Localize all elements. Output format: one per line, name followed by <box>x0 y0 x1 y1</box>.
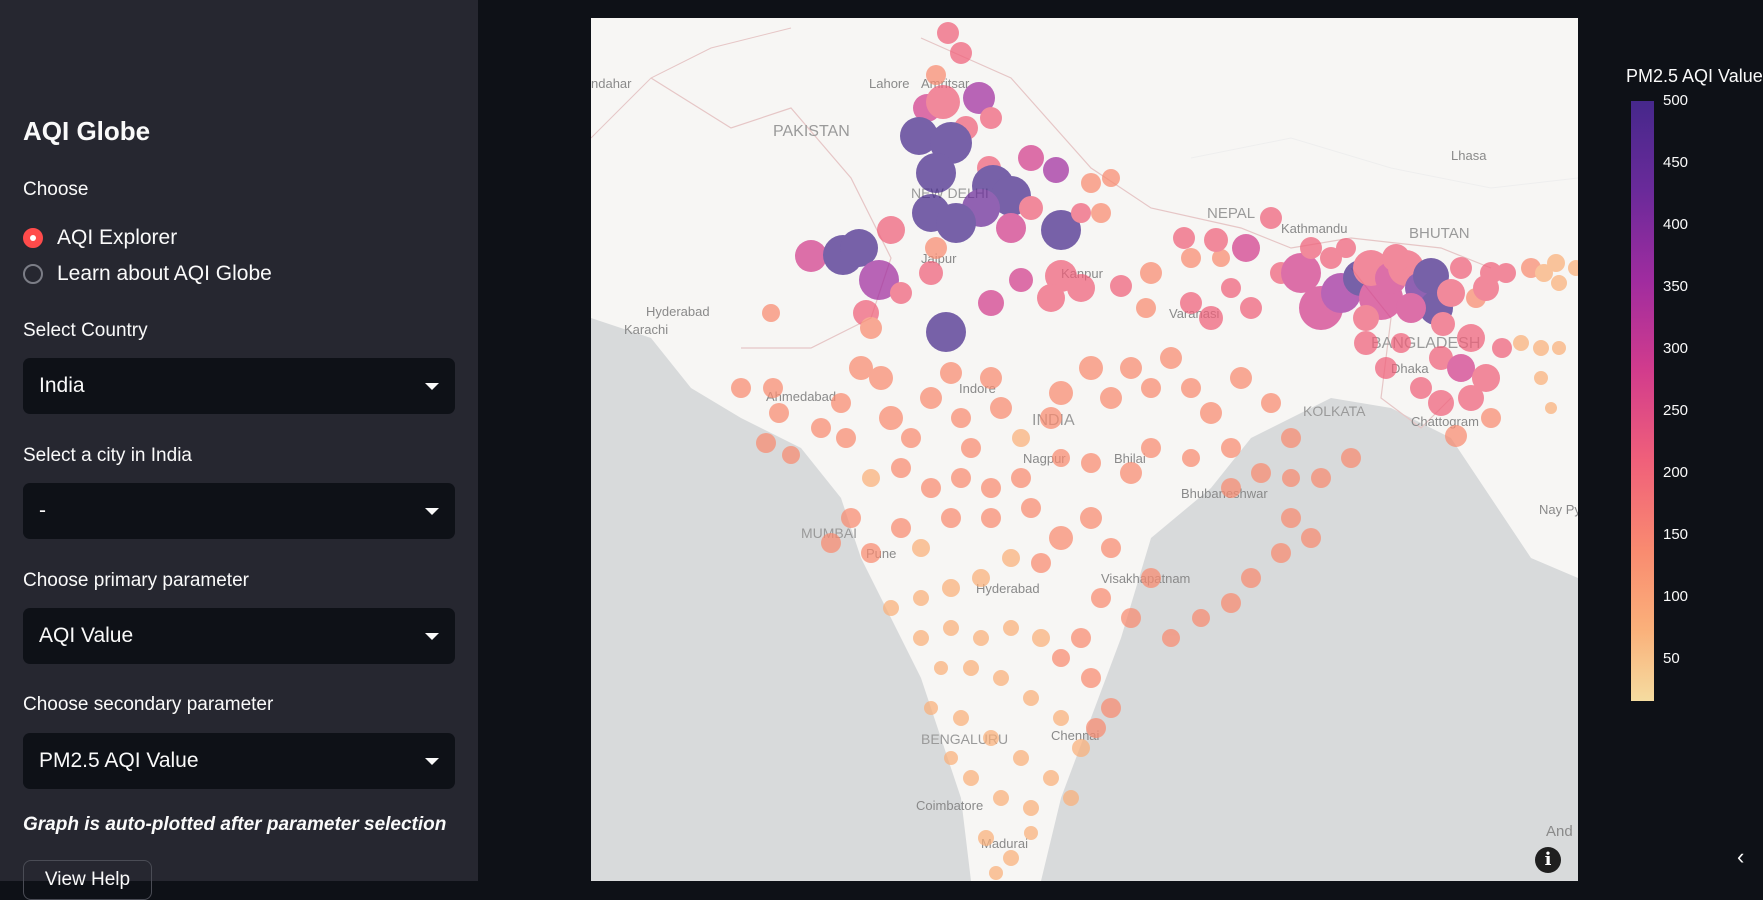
colorbar-tick: 450 <box>1663 154 1689 171</box>
info-icon[interactable]: i <box>1535 847 1561 873</box>
radio-learn-about[interactable]: Learn about AQI Globe <box>23 262 272 286</box>
country-select-value: India <box>39 374 85 397</box>
chevron-down-icon <box>425 632 439 640</box>
radio-checked-icon <box>23 228 43 248</box>
map-label: Nay Pyi <box>1539 502 1578 517</box>
map-label: Ahmedabad <box>766 389 836 404</box>
auto-plot-note: Graph is auto-plotted after parameter se… <box>23 814 447 835</box>
colorbar-tick: 150 <box>1663 526 1689 543</box>
sidebar: AQI Globe Choose AQI Explorer Learn abou… <box>0 0 478 900</box>
map-label: MUMBAI <box>801 525 857 541</box>
map-label: Karachi <box>624 322 668 337</box>
city-select-value: - <box>39 499 46 522</box>
colorbar-title: PM2.5 AQI Value <box>1626 66 1763 86</box>
chevron-down-icon <box>425 382 439 390</box>
colorbar-tick: 50 <box>1663 650 1680 667</box>
map-label: Hyderabad <box>646 304 710 319</box>
country-label: Select Country <box>23 320 148 341</box>
map-label: NEPAL <box>1207 205 1255 222</box>
country-select[interactable]: India <box>23 358 455 414</box>
radio-label: Learn about AQI Globe <box>57 262 272 285</box>
radio-label: AQI Explorer <box>57 226 178 249</box>
map-label: And <box>1546 823 1573 840</box>
colorbar-tick: 300 <box>1663 340 1689 357</box>
map-label: BHUTAN <box>1409 225 1470 242</box>
map-plot[interactable]: ndahar Lahore Amritsar PAKISTAN NEW DELH… <box>591 18 1578 881</box>
primary-parameter-label: Choose primary parameter <box>23 570 249 591</box>
city-label: Select a city in India <box>23 445 192 466</box>
colorbar-tick: 200 <box>1663 464 1689 481</box>
map-label: Lahore <box>869 76 909 91</box>
map-label: Bhilai <box>1114 451 1146 466</box>
primary-parameter-select[interactable]: AQI Value <box>23 608 455 664</box>
colorbar-tick: 500 <box>1663 92 1689 109</box>
colorbar-tick: 350 <box>1663 278 1689 295</box>
map-label: ndahar <box>591 76 632 91</box>
map-base: ndahar Lahore Amritsar PAKISTAN NEW DELH… <box>591 22 1578 881</box>
colorbar-tick: 100 <box>1663 588 1689 605</box>
city-select[interactable]: - <box>23 483 455 539</box>
chevron-down-icon <box>425 507 439 515</box>
map-label: KOLKATA <box>1303 403 1366 419</box>
choose-label: Choose <box>23 179 89 200</box>
chevron-down-icon <box>425 757 439 765</box>
colorbar-tick: 250 <box>1663 402 1689 419</box>
map-label: Dhaka <box>1391 361 1429 376</box>
map-label: Lhasa <box>1451 148 1487 163</box>
colorbar <box>1631 101 1654 701</box>
radio-unchecked-icon <box>23 264 43 284</box>
radio-aqi-explorer[interactable]: AQI Explorer <box>23 226 177 250</box>
map-label: Hyderabad <box>976 581 1040 596</box>
map-label: PAKISTAN <box>773 123 850 140</box>
map-label: Coimbatore <box>916 798 983 813</box>
secondary-parameter-value: PM2.5 AQI Value <box>39 749 199 772</box>
app-title: AQI Globe <box>23 116 151 146</box>
secondary-parameter-label: Choose secondary parameter <box>23 694 274 715</box>
secondary-parameter-select[interactable]: PM2.5 AQI Value <box>23 733 455 789</box>
view-help-button[interactable]: View Help <box>23 860 152 900</box>
primary-parameter-value: AQI Value <box>39 624 134 647</box>
chevron-left-icon[interactable]: ‹ <box>1737 844 1745 869</box>
map-label: Chattogram <box>1411 414 1479 429</box>
map-label: Kathmandu <box>1281 221 1348 236</box>
colorbar-tick: 400 <box>1663 216 1689 233</box>
